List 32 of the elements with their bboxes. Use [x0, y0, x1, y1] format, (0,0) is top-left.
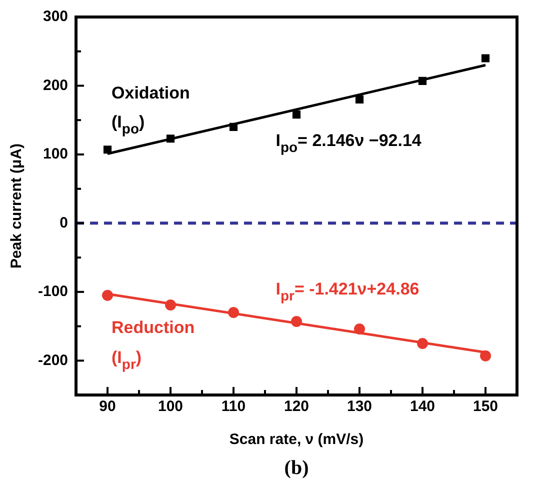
- point: [418, 76, 427, 85]
- point: [228, 307, 240, 318]
- point: [355, 95, 364, 104]
- point: [481, 54, 490, 62]
- point: [417, 338, 428, 349]
- x-tick-label: 150: [472, 398, 498, 416]
- point: [354, 324, 366, 335]
- point: [166, 134, 175, 143]
- x-axis-title: Scan rate, ν (mV/s): [229, 431, 364, 448]
- annotation: Oxidation: [112, 83, 190, 102]
- text: (b): [284, 457, 309, 480]
- point: [165, 299, 176, 310]
- point: [102, 290, 114, 301]
- point: [103, 146, 112, 154]
- x-tick-label: 90: [99, 398, 116, 416]
- y-tick-label: 300: [42, 8, 68, 26]
- x-tick-label: 140: [410, 398, 436, 416]
- x-tick-label: 130: [346, 398, 372, 416]
- y-tick-label: -200: [38, 352, 68, 369]
- x-tick-label: 100: [158, 398, 184, 416]
- x-tick-label: 120: [284, 398, 310, 416]
- y-axis-title: Peak current (μA): [8, 143, 26, 269]
- point: [480, 350, 491, 362]
- x-tick-label: 110: [221, 398, 246, 416]
- point: [292, 110, 301, 119]
- annotation: Reduction: [112, 318, 195, 338]
- y-tick-label: -100: [38, 283, 68, 300]
- point: [229, 122, 238, 131]
- y-tick-label: 100: [42, 146, 68, 163]
- point: [291, 316, 302, 327]
- y-tick-label: 0: [60, 214, 68, 232]
- y-tick-label: 200: [42, 76, 68, 94]
